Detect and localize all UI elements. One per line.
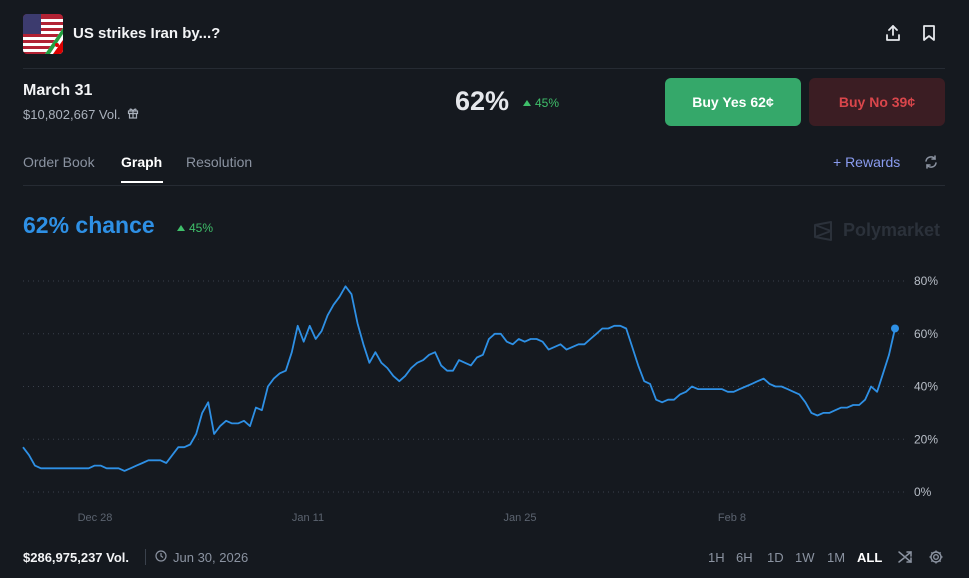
y-tick-label: 40% [914, 380, 938, 394]
up-triangle-icon [523, 100, 531, 106]
tab-resolution[interactable]: Resolution [186, 154, 253, 170]
refresh-icon[interactable] [924, 155, 938, 169]
rewards-link[interactable]: + Rewards [833, 154, 901, 170]
bookmark-icon[interactable] [920, 24, 938, 42]
range-6h[interactable]: 6H [736, 550, 753, 565]
gift-icon[interactable] [127, 107, 139, 122]
tab-order-book[interactable]: Order Book [23, 154, 95, 170]
polymarket-watermark: Polymarket [813, 220, 940, 241]
active-tab-indicator [121, 181, 163, 183]
buy-no-price: 39¢ [891, 94, 916, 110]
range-1h[interactable]: 1H [708, 550, 725, 565]
up-triangle-icon [177, 225, 185, 231]
clock-icon [155, 550, 167, 565]
y-tick-label: 80% [914, 274, 938, 288]
x-tick-label: Jan 25 [503, 512, 536, 524]
end-date: Jun 30, 2026 [155, 550, 248, 565]
buy-yes-label: Buy Yes [692, 94, 747, 110]
chance-change: 45% [177, 221, 213, 235]
outcome-volume-text: $10,802,667 Vol. [23, 107, 121, 122]
range-all[interactable]: ALL [857, 550, 883, 565]
x-tick-label: Dec 28 [78, 512, 113, 524]
tabs-divider [23, 185, 945, 186]
buy-no-button[interactable]: Buy No 39¢ [809, 78, 945, 126]
end-date-text: Jun 30, 2026 [173, 550, 249, 565]
header-divider [23, 68, 945, 69]
range-1d[interactable]: 1D [767, 550, 784, 565]
outcome-change: 45% [523, 96, 559, 110]
outcome-change-value: 45% [535, 96, 560, 110]
range-1m[interactable]: 1M [827, 550, 846, 565]
share-icon[interactable] [884, 24, 902, 42]
outcome-date: March 31 [23, 82, 93, 99]
price-history-chart[interactable]: 80% 60% 40% 20% 0% Dec 28 Jan 11 Jan 25 Feb 8 [0, 270, 969, 532]
total-volume: $286,975,237 Vol. [23, 550, 130, 565]
buy-no-label: Buy No [838, 94, 888, 110]
tab-graph[interactable]: Graph [121, 154, 163, 170]
shuffle-icon[interactable] [897, 549, 913, 565]
current-value-dot [891, 324, 899, 333]
chance-change-value: 45% [189, 221, 214, 235]
buy-yes-button[interactable]: Buy Yes 62¢ [665, 78, 801, 126]
outcome-volume: $10,802,667 Vol. [23, 107, 139, 122]
buy-yes-price: 62¢ [750, 94, 774, 110]
polymarket-watermark-text: Polymarket [843, 220, 941, 240]
y-tick-label: 0% [914, 485, 932, 499]
series-line-chance [22, 285, 896, 472]
polymarket-logo-icon [814, 220, 832, 241]
market-title: US strikes Iran by...? [73, 25, 221, 42]
footer-separator [145, 549, 146, 565]
range-1w[interactable]: 1W [795, 550, 815, 565]
market-flag-icon [23, 14, 63, 54]
outcome-probability: 62% [455, 86, 510, 116]
x-tick-label: Feb 8 [718, 512, 746, 524]
chance-headline: 62% chance [23, 212, 155, 238]
x-tick-label: Jan 11 [292, 512, 324, 524]
y-tick-label: 20% [914, 432, 938, 446]
y-tick-label: 60% [914, 327, 938, 341]
settings-gear-icon[interactable] [928, 549, 944, 565]
